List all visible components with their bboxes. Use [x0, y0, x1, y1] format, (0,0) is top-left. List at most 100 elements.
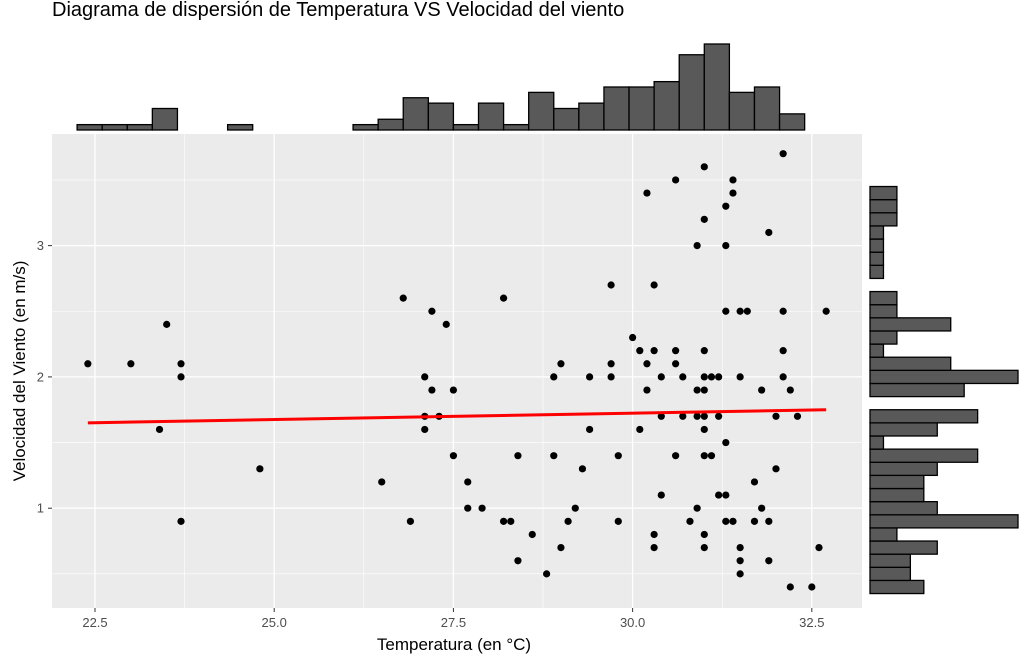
data-point	[650, 544, 658, 552]
data-point	[722, 202, 730, 210]
y-axis-title: Velocidad del Viento (en m/s)	[10, 261, 29, 482]
y-histogram-bar	[869, 343, 885, 358]
y-histogram-bar	[869, 199, 898, 214]
data-point	[700, 452, 708, 460]
data-point	[464, 478, 472, 486]
data-point	[177, 517, 185, 525]
data-point	[779, 150, 787, 158]
data-point	[421, 373, 429, 381]
data-point	[765, 228, 773, 237]
y-histogram-bar	[869, 409, 979, 424]
data-point	[758, 504, 766, 512]
trend-line	[87, 408, 827, 425]
data-point	[428, 307, 436, 315]
data-point	[636, 425, 644, 434]
x-tick-label: 22.5	[82, 615, 107, 630]
data-point	[772, 412, 780, 420]
data-point	[571, 504, 579, 512]
data-point	[700, 425, 708, 434]
data-point	[643, 189, 651, 197]
data-point	[672, 452, 680, 460]
data-point	[650, 347, 658, 355]
data-point	[700, 412, 708, 420]
y-histogram-bar	[869, 251, 885, 266]
data-point	[449, 386, 458, 394]
data-point	[155, 425, 164, 434]
x-histogram-bar	[728, 91, 756, 131]
data-point	[406, 517, 415, 525]
x-histogram-bar	[553, 107, 580, 131]
x-histogram-bar	[603, 86, 630, 131]
data-point	[177, 373, 185, 381]
data-point	[672, 360, 680, 368]
data-point	[700, 530, 708, 539]
y-histogram-bar	[869, 356, 952, 371]
data-point	[736, 570, 744, 578]
data-point	[715, 373, 723, 381]
data-point	[700, 163, 708, 171]
data-point	[399, 294, 407, 302]
x-histogram-bar	[377, 118, 404, 131]
data-point	[722, 242, 730, 250]
x-histogram-bar	[703, 43, 731, 131]
y-histogram-bar	[869, 435, 885, 450]
data-point	[499, 517, 508, 525]
x-axis-ticks: 22.5 25.0 27.5 30.0 32.5	[82, 608, 824, 630]
data-point	[686, 517, 694, 525]
data-point	[736, 544, 744, 552]
y-histogram-bar	[869, 264, 885, 280]
data-point	[722, 307, 730, 315]
x-histogram-bar	[352, 123, 379, 131]
data-point	[736, 373, 744, 381]
y-histogram-bar	[869, 369, 1019, 385]
y-histogram-bar	[869, 579, 925, 595]
y-histogram-bar	[869, 382, 965, 398]
data-point	[650, 281, 658, 289]
y-histogram-bar	[869, 290, 898, 306]
data-point	[715, 412, 723, 420]
data-point	[378, 478, 386, 486]
x-histogram-bar	[477, 102, 505, 131]
data-point	[700, 347, 708, 355]
data-point	[636, 347, 644, 355]
x-histogram-bar	[502, 123, 530, 131]
data-point	[736, 307, 744, 315]
data-point	[722, 438, 730, 447]
data-point	[614, 517, 622, 525]
y-axis-ticks: 1 2 3	[37, 238, 52, 516]
data-point	[564, 517, 572, 525]
data-point	[750, 478, 759, 486]
data-point	[672, 176, 680, 184]
data-point	[607, 281, 615, 289]
data-point	[514, 557, 522, 565]
data-point	[421, 425, 429, 434]
y-histogram-bar	[869, 225, 885, 240]
data-point	[464, 504, 472, 512]
y-histogram-bar	[869, 461, 938, 477]
x-tick-label: 30.0	[620, 615, 645, 630]
data-point	[765, 557, 773, 565]
data-point	[736, 557, 744, 565]
y-tick-label: 2	[37, 369, 44, 384]
grid-lines	[52, 134, 862, 608]
data-point	[707, 452, 716, 460]
data-point	[607, 360, 615, 368]
data-point	[822, 307, 830, 315]
data-point	[557, 544, 565, 552]
data-point	[743, 307, 751, 315]
x-histogram-bar	[402, 97, 429, 131]
data-point	[700, 386, 708, 394]
data-point	[715, 491, 723, 499]
data-point	[722, 491, 730, 499]
y-histogram-bar	[869, 212, 898, 227]
x-histogram-bar	[678, 54, 705, 131]
x-histogram-bar	[778, 113, 806, 131]
data-point	[629, 333, 637, 342]
x-histogram-bar	[628, 86, 655, 131]
x-histogram-bar	[76, 123, 103, 131]
data-point	[700, 544, 708, 552]
data-point	[693, 386, 701, 394]
data-point	[84, 360, 92, 368]
data-point	[729, 189, 737, 197]
data-point	[514, 452, 522, 460]
